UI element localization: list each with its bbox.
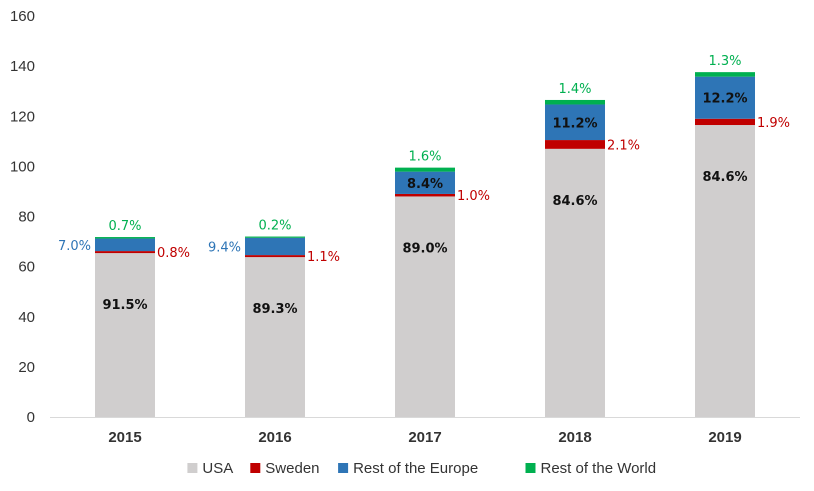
data-label-rest-of-the-world-2018: 1.4%	[558, 82, 591, 97]
legend-swatch-usa	[187, 463, 198, 473]
y-tick-label: 120	[10, 108, 35, 125]
bar-usa-2016	[245, 257, 305, 417]
legend-label-rest-of-the-europe: Rest of the Europe	[353, 460, 478, 477]
data-label-rest-of-the-europe-2016: 9.4%	[208, 240, 241, 255]
bar-rest-of-the-europe-2019	[695, 76, 755, 119]
y-tick-label: 40	[18, 309, 35, 326]
bar-rest-of-the-world-2018	[545, 99, 605, 105]
bar-rest-of-the-world-2017	[395, 167, 455, 172]
data-label-usa-2015: 91.5%	[102, 298, 147, 313]
data-label-rest-of-the-world-2016: 0.2%	[258, 219, 291, 234]
data-label-usa-2016: 89.3%	[252, 302, 297, 317]
bar-rest-of-the-europe-2015	[95, 238, 155, 252]
bar-rest-of-the-world-2019	[695, 72, 755, 77]
y-tick-label: 60	[18, 259, 35, 276]
bar-rest-of-the-europe-2018	[545, 104, 605, 141]
data-label-usa-2019: 84.6%	[702, 170, 747, 185]
bar-sweden-2018	[545, 140, 605, 149]
bar-rest-of-the-europe-2017	[395, 171, 455, 194]
bar-usa-2017	[395, 196, 455, 417]
data-label-usa-2017: 89.0%	[402, 241, 447, 256]
x-tick-label: 2018	[558, 429, 591, 446]
data-label-rest-of-the-world-2015: 0.7%	[108, 219, 141, 234]
bar-usa-2018	[545, 148, 605, 418]
data-label-rest-of-the-europe-2017: 8.4%	[407, 177, 443, 192]
x-tick-label: 2016	[258, 429, 291, 446]
data-label-usa-2018: 84.6%	[552, 194, 597, 209]
y-tick-label: 100	[10, 158, 35, 175]
bar-sweden-2017	[395, 193, 455, 197]
bar-rest-of-the-europe-2016	[245, 237, 305, 256]
data-label-rest-of-the-world-2017: 1.6%	[408, 150, 441, 165]
data-label-sweden-2016: 1.1%	[307, 250, 340, 265]
data-label-rest-of-the-world-2019: 1.3%	[708, 54, 741, 69]
y-tick-label: 160	[10, 8, 35, 25]
y-tick-label: 0	[27, 409, 35, 426]
legend-swatch-sweden	[250, 463, 261, 473]
bar-rest-of-the-world-2016	[245, 236, 305, 238]
legend-swatch-rest-of-the-europe	[338, 463, 349, 473]
bar-sweden-2016	[245, 255, 305, 258]
y-tick-label: 20	[18, 359, 35, 376]
legend-label-sweden: Sweden	[265, 460, 319, 477]
bar-sweden-2019	[695, 118, 755, 126]
y-tick-label: 80	[18, 209, 35, 226]
data-label-sweden-2015: 0.8%	[157, 246, 190, 261]
data-label-sweden-2019: 1.9%	[757, 116, 790, 131]
bar-usa-2015	[95, 253, 155, 417]
x-tick-label: 2015	[108, 429, 141, 446]
data-label-sweden-2017: 1.0%	[457, 189, 490, 204]
bar-rest-of-the-world-2015	[95, 237, 155, 239]
x-tick-label: 2019	[708, 429, 741, 446]
data-label-rest-of-the-europe-2015: 7.0%	[58, 239, 91, 254]
bar-usa-2019	[695, 125, 755, 417]
legend-label-rest-of-the-world: Rest of the World	[541, 460, 657, 477]
legend-swatch-rest-of-the-world	[525, 463, 536, 473]
y-tick-label: 140	[10, 58, 35, 75]
bar-sweden-2015	[95, 251, 155, 254]
legend-label-usa: USA	[202, 460, 233, 477]
data-label-rest-of-the-europe-2019: 12.2%	[702, 92, 747, 107]
data-label-rest-of-the-europe-2018: 11.2%	[552, 116, 597, 131]
data-label-sweden-2018: 2.1%	[607, 138, 640, 153]
x-tick-label: 2017	[408, 429, 441, 446]
